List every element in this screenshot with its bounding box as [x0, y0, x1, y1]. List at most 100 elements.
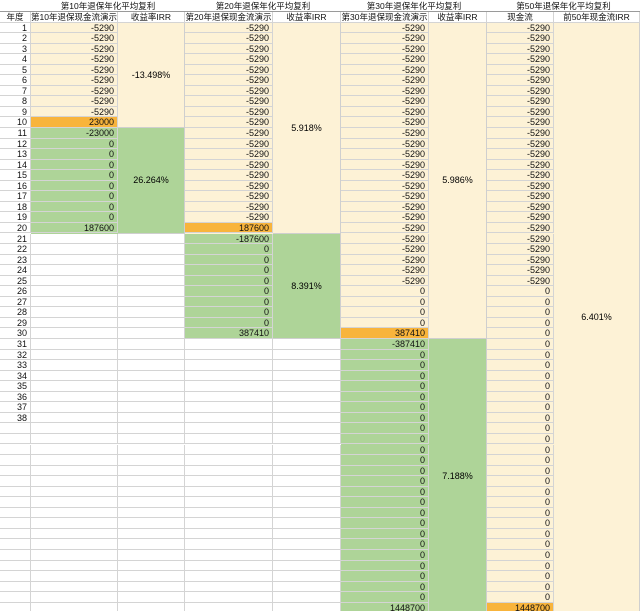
year-cell[interactable]: 6 — [0, 75, 31, 86]
empty-cell[interactable] — [118, 497, 185, 508]
year-cell[interactable]: 31 — [0, 339, 31, 350]
col30-cell[interactable]: 387410 — [341, 328, 429, 339]
empty-cell[interactable] — [273, 360, 341, 371]
col20-cell[interactable] — [185, 391, 273, 403]
col20-cell[interactable] — [185, 518, 273, 529]
col50-cell[interactable]: -5290 — [487, 96, 554, 107]
col30-cell[interactable]: -5290 — [341, 254, 429, 266]
empty-cell[interactable] — [118, 550, 185, 561]
col50-cell[interactable]: -5290 — [487, 128, 554, 139]
col50-cell[interactable]: -5290 — [487, 22, 554, 34]
col20-cell[interactable]: 0 — [185, 286, 273, 297]
year-cell[interactable] — [0, 528, 31, 540]
col20-cell[interactable]: 187600 — [185, 222, 273, 234]
col50-cell[interactable]: 0 — [487, 360, 554, 371]
col50-cell[interactable]: 0 — [487, 539, 554, 550]
empty-cell[interactable] — [273, 560, 341, 572]
col10-cell[interactable]: -5290 — [31, 96, 118, 107]
col20-cell[interactable]: 0 — [185, 265, 273, 276]
col20-cell[interactable] — [185, 433, 273, 445]
year-cell[interactable] — [0, 571, 31, 582]
year-cell[interactable]: 14 — [0, 159, 31, 171]
col20-cell[interactable] — [185, 381, 273, 392]
col10-cell[interactable] — [31, 254, 118, 266]
col20-cell[interactable] — [185, 560, 273, 572]
col30-cell[interactable]: 0 — [341, 550, 429, 561]
col50-cell[interactable]: 0 — [487, 391, 554, 403]
empty-cell[interactable] — [273, 391, 341, 403]
col50-cell[interactable]: 0 — [487, 412, 554, 424]
col30-cell[interactable]: 0 — [341, 296, 429, 308]
empty-cell[interactable] — [273, 465, 341, 477]
empty-cell[interactable] — [273, 349, 341, 361]
col10-cell[interactable] — [31, 328, 118, 339]
col20-cell[interactable] — [185, 444, 273, 456]
col50-cell[interactable]: 1448700 — [487, 602, 554, 611]
col30-cell[interactable]: 0 — [341, 402, 429, 413]
empty-cell[interactable] — [273, 455, 341, 466]
year-cell[interactable]: 18 — [0, 201, 31, 213]
col50-cell[interactable]: 0 — [487, 423, 554, 434]
col30-cell[interactable]: -5290 — [341, 170, 429, 181]
col20-cell[interactable]: -5290 — [185, 54, 273, 65]
empty-cell[interactable] — [118, 328, 185, 339]
col10-cell[interactable] — [31, 275, 118, 287]
col10-cell[interactable] — [31, 571, 118, 582]
col10-cell[interactable]: -5290 — [31, 75, 118, 86]
year-cell[interactable]: 32 — [0, 349, 31, 361]
col10-cell[interactable] — [31, 391, 118, 403]
empty-cell[interactable] — [273, 507, 341, 519]
col10-cell[interactable] — [31, 370, 118, 382]
col20-cell[interactable] — [185, 497, 273, 508]
year-cell[interactable]: 16 — [0, 180, 31, 192]
col50-cell[interactable]: 0 — [487, 455, 554, 466]
empty-cell[interactable] — [118, 486, 185, 498]
col10-cell[interactable]: 0 — [31, 180, 118, 192]
irr-10-hold[interactable]: 26.264% — [118, 128, 185, 234]
year-cell[interactable] — [0, 539, 31, 550]
col50-cell[interactable]: -5290 — [487, 212, 554, 223]
col30-cell[interactable]: 0 — [341, 476, 429, 487]
col10-cell[interactable] — [31, 296, 118, 308]
empty-cell[interactable] — [118, 307, 185, 318]
col50-cell[interactable]: -5290 — [487, 222, 554, 234]
col30-cell[interactable]: 0 — [341, 581, 429, 593]
year-cell[interactable]: 24 — [0, 265, 31, 276]
col20-cell[interactable] — [185, 339, 273, 350]
year-cell[interactable] — [0, 444, 31, 456]
col30-cell[interactable]: 0 — [341, 539, 429, 550]
col10-cell[interactable]: 0 — [31, 201, 118, 213]
col20-cell[interactable]: -5290 — [185, 201, 273, 213]
col30-cell[interactable]: 0 — [341, 455, 429, 466]
col50-cell[interactable]: -5290 — [487, 254, 554, 266]
empty-cell[interactable] — [118, 275, 185, 287]
col20-cell[interactable]: -5290 — [185, 43, 273, 55]
year-cell[interactable]: 20 — [0, 222, 31, 234]
col30-cell[interactable]: -5290 — [341, 96, 429, 107]
year-cell[interactable]: 35 — [0, 381, 31, 392]
col10-cell[interactable]: 0 — [31, 191, 118, 202]
year-cell[interactable]: 13 — [0, 149, 31, 160]
col20-cell[interactable]: -5290 — [185, 138, 273, 150]
col30-cell[interactable]: -5290 — [341, 138, 429, 150]
empty-cell[interactable] — [273, 528, 341, 540]
empty-cell[interactable] — [118, 265, 185, 276]
year-cell[interactable] — [0, 465, 31, 477]
year-cell[interactable]: 11 — [0, 128, 31, 139]
col30-cell[interactable]: -5290 — [341, 106, 429, 118]
year-cell[interactable] — [0, 518, 31, 529]
col50-cell[interactable]: 0 — [487, 560, 554, 572]
col50-cell[interactable]: 0 — [487, 507, 554, 519]
col50-cell[interactable]: -5290 — [487, 149, 554, 160]
col10-cell[interactable] — [31, 307, 118, 318]
col20-cell[interactable] — [185, 360, 273, 371]
irr-50[interactable]: 6.401% — [554, 22, 640, 611]
col20-cell[interactable] — [185, 402, 273, 413]
col20-cell[interactable]: -5290 — [185, 64, 273, 76]
col30-cell[interactable]: 1448700 — [341, 602, 429, 611]
col20-cell[interactable] — [185, 539, 273, 550]
col20-cell[interactable]: -5290 — [185, 212, 273, 223]
col20-cell[interactable]: 0 — [185, 307, 273, 318]
col20-cell[interactable]: -5290 — [185, 22, 273, 34]
col10-cell[interactable] — [31, 339, 118, 350]
